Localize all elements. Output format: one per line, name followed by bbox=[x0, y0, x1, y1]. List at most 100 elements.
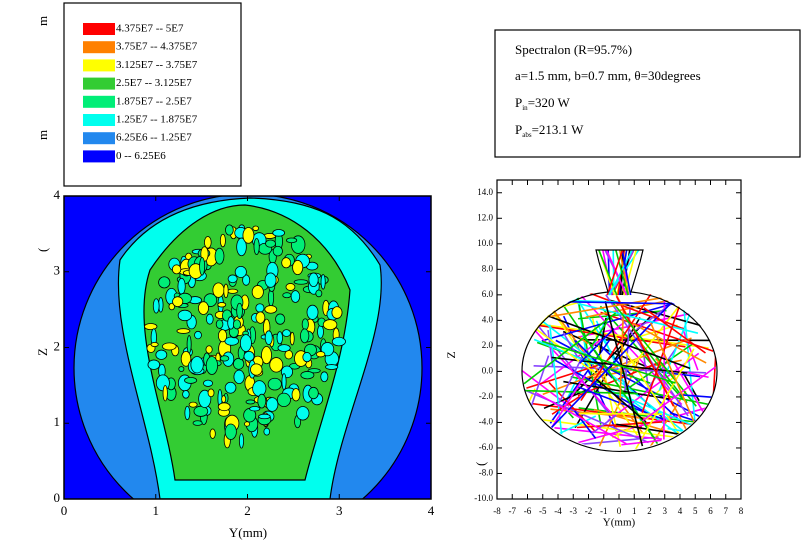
ray bbox=[650, 322, 696, 425]
y-tick-label: 14.0 bbox=[477, 187, 493, 197]
ray bbox=[522, 387, 649, 444]
ray bbox=[543, 389, 587, 410]
ray bbox=[687, 372, 709, 379]
legend-label: 3.75E7 -- 4.375E7 bbox=[116, 41, 198, 53]
ray bbox=[618, 249, 630, 296]
y-tick-label: 1 bbox=[54, 414, 61, 429]
contour-spot bbox=[152, 298, 160, 314]
y-tick-label: 8.0 bbox=[482, 263, 494, 273]
contour-spot bbox=[331, 336, 346, 347]
contour-spot bbox=[233, 357, 245, 370]
contour-spot bbox=[177, 309, 193, 322]
contour-spot bbox=[190, 356, 204, 374]
contour-spot bbox=[215, 319, 224, 329]
ray bbox=[563, 380, 671, 400]
y-tick-label: 10.0 bbox=[477, 238, 493, 248]
contour-spot bbox=[214, 247, 225, 265]
contour-spot bbox=[265, 239, 276, 248]
contour-spot bbox=[182, 390, 190, 399]
x-tick-label: 4 bbox=[678, 506, 683, 516]
ray bbox=[619, 309, 625, 405]
contour-spot bbox=[315, 289, 323, 298]
ray bbox=[567, 411, 574, 419]
contour-spot bbox=[225, 224, 234, 236]
contour-spot bbox=[301, 318, 309, 331]
contour-spot bbox=[238, 433, 245, 449]
contour-spot bbox=[263, 427, 271, 436]
contour-spot bbox=[172, 296, 184, 308]
contour-spot bbox=[306, 304, 319, 320]
ray bbox=[606, 249, 624, 296]
contour-spot bbox=[255, 311, 266, 324]
ray bbox=[702, 292, 715, 305]
ray bbox=[608, 249, 633, 296]
contour-spot bbox=[289, 331, 295, 346]
x-axis-label: Y(mm) bbox=[603, 517, 636, 529]
contour-spot bbox=[250, 363, 263, 376]
contour-spot bbox=[197, 301, 209, 315]
contour-spot bbox=[162, 342, 177, 351]
side-label: m bbox=[35, 16, 50, 26]
x-tick-label: 3 bbox=[663, 506, 668, 516]
side-label: ( bbox=[473, 462, 488, 466]
x-tick-label: 0 bbox=[617, 506, 622, 516]
contour-spot bbox=[252, 225, 259, 231]
info-material: Spectralon (R=95.7%) bbox=[515, 42, 632, 57]
contour-spot bbox=[264, 305, 278, 314]
ray bbox=[641, 366, 716, 422]
x-tick-label: 4 bbox=[428, 503, 435, 518]
ray bbox=[562, 330, 652, 370]
legend-swatch bbox=[83, 23, 115, 35]
ray bbox=[579, 327, 615, 364]
info-box bbox=[494, 29, 801, 158]
x-tick-label: 6 bbox=[708, 506, 713, 516]
contour-spot bbox=[261, 346, 272, 365]
side-label: ( bbox=[35, 248, 50, 252]
contour-spot bbox=[322, 319, 338, 331]
x-tick-label: 0 bbox=[61, 503, 68, 518]
ray bbox=[615, 249, 629, 296]
contour-spot bbox=[219, 233, 226, 248]
legend-swatch bbox=[83, 77, 115, 90]
contour-spot bbox=[236, 237, 247, 257]
legend-label: 1.25E7 -- 1.875E7 bbox=[116, 114, 198, 126]
ray bbox=[610, 300, 697, 407]
contour-spot bbox=[227, 288, 239, 294]
y-tick-label: 12.0 bbox=[477, 212, 493, 222]
ray bbox=[578, 412, 662, 416]
contour-spot bbox=[290, 290, 301, 303]
ray bbox=[680, 394, 717, 399]
legend-label: 6.25E6 -- 1.25E7 bbox=[116, 132, 192, 144]
y-tick-label: -8.0 bbox=[479, 468, 494, 478]
contour-spot bbox=[203, 379, 213, 387]
contour-spot bbox=[207, 388, 215, 398]
contour-spot bbox=[205, 356, 218, 375]
legend-swatch bbox=[83, 114, 115, 126]
contour-spot bbox=[224, 381, 237, 394]
y-tick-label: -2.0 bbox=[479, 391, 494, 401]
info-p-in: Pin=320 W bbox=[515, 95, 571, 112]
contour-spot bbox=[217, 329, 228, 343]
legend-label: 0 -- 6.25E6 bbox=[116, 150, 166, 162]
x-tick-label: 7 bbox=[724, 506, 729, 516]
contour-spot bbox=[242, 274, 251, 286]
x-axis-label: Y(mm) bbox=[229, 525, 267, 540]
legend-label: 1.875E7 -- 2.5E7 bbox=[116, 95, 192, 107]
contour-spot bbox=[227, 274, 238, 284]
contour-spot bbox=[204, 236, 212, 249]
contour-spot bbox=[188, 401, 198, 408]
contour-spot bbox=[300, 328, 310, 344]
x-tick-label: 5 bbox=[693, 506, 698, 516]
contour-spot bbox=[264, 330, 273, 346]
ray bbox=[605, 249, 628, 296]
contour-spot bbox=[255, 303, 265, 313]
ray bbox=[590, 414, 617, 435]
contour-spot bbox=[320, 371, 329, 383]
ray bbox=[681, 327, 699, 371]
contour-spot bbox=[205, 313, 214, 325]
contour-spot bbox=[300, 371, 315, 380]
contour-spot bbox=[331, 306, 343, 319]
contour-spot bbox=[252, 380, 267, 397]
contour-spot bbox=[147, 359, 161, 370]
contour-spot bbox=[232, 319, 241, 330]
